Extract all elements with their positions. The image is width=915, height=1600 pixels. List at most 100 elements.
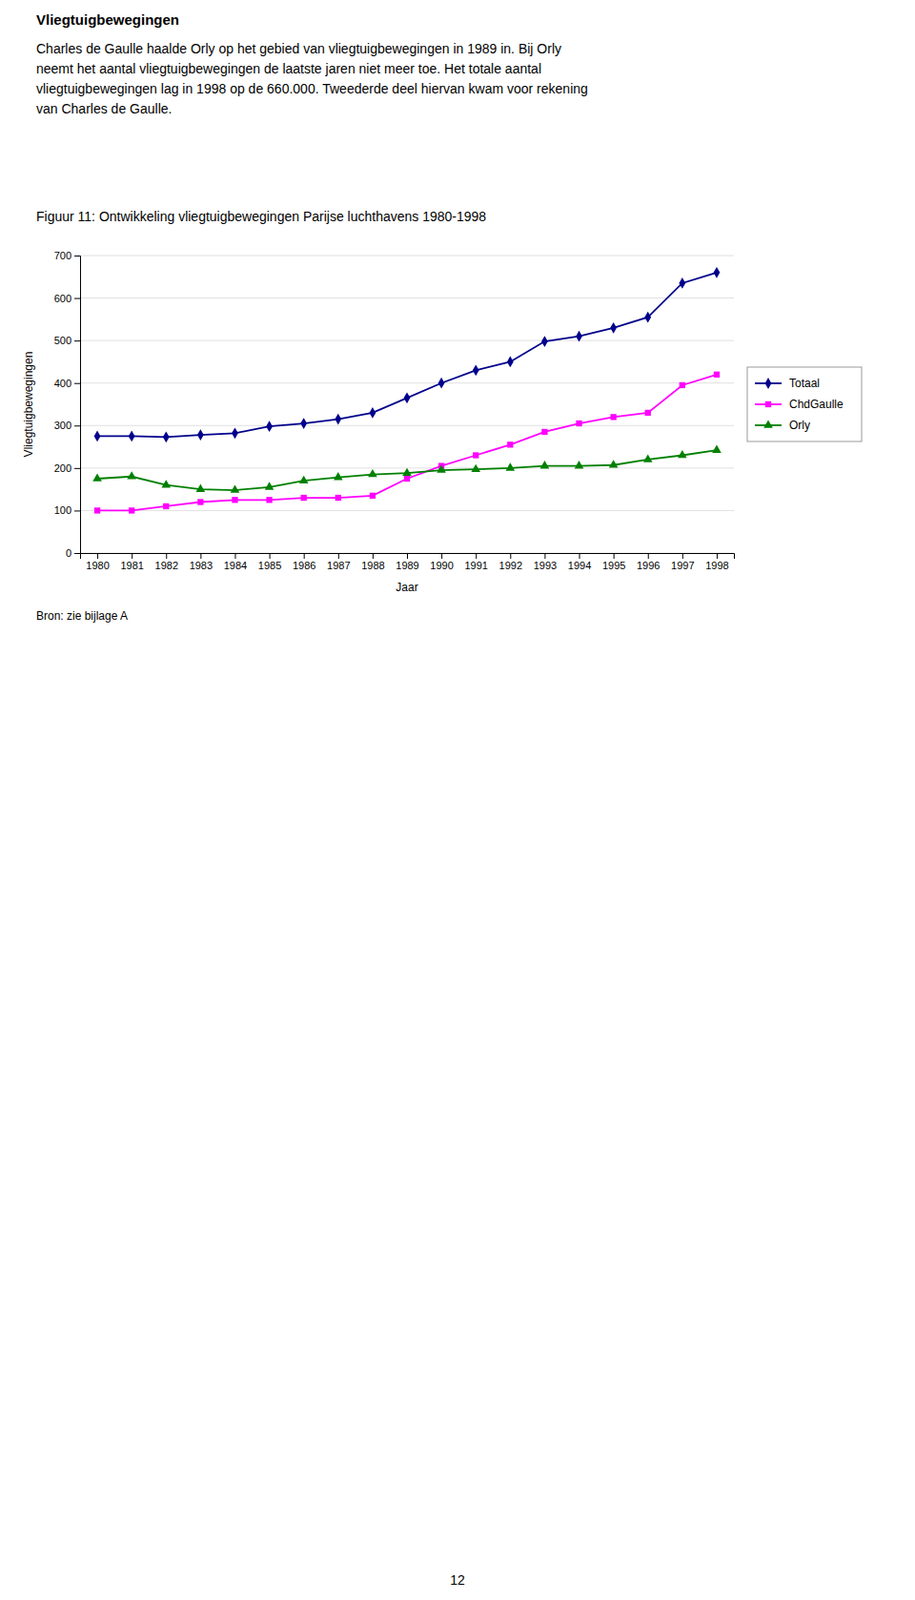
grid-line: [80, 509, 734, 511]
x-tick-mark: [648, 552, 650, 559]
grid-line: [80, 382, 734, 384]
x-tick-mark: [613, 552, 615, 559]
x-tick: 1980: [85, 552, 109, 571]
chart: 1980 1981 1982 1983 1984 1985 1986 1987 1988 1989…: [21, 249, 862, 594]
x-tick-label: 1990: [429, 559, 453, 571]
x-tick: 1992: [499, 552, 523, 571]
grid-line: [80, 340, 734, 342]
series-line: [97, 374, 717, 511]
body-line: Charles de Gaulle haalde Orly op het geb…: [36, 40, 562, 57]
marker: [128, 507, 135, 513]
y-tick-mark: [74, 340, 81, 342]
legend-label: Orly: [789, 418, 811, 432]
legend-marker: [765, 401, 772, 407]
x-tick-mark: [131, 552, 133, 559]
marker: [265, 496, 272, 503]
marker: [264, 481, 275, 489]
marker: [507, 356, 514, 368]
y-tick-mark: [74, 552, 81, 554]
x-tick-mark: [269, 552, 271, 559]
legend-entry: Totaal: [754, 376, 820, 390]
chart-title: Figuur 11: Ontwikkeling vliegtuigbewegin…: [36, 208, 487, 224]
marker: [678, 277, 686, 289]
x-tick: 1994: [568, 552, 591, 571]
page-svg: Vliegtuigbewegingen Charles de Gaulle haa…: [0, 0, 915, 1600]
x-tick-mark: [682, 552, 684, 559]
marker: [126, 470, 137, 479]
marker: [128, 430, 136, 443]
x-tick-label: 1980: [85, 559, 109, 571]
x-tick-mark: [372, 552, 374, 559]
marker: [472, 451, 479, 458]
marker: [644, 311, 651, 324]
x-tick-mark: [304, 552, 305, 559]
marker: [507, 441, 513, 448]
x-tick-label: 1987: [326, 559, 350, 571]
x-tick: 1987: [326, 552, 350, 571]
y-tick-mark: [74, 255, 81, 257]
plot-area: [92, 266, 722, 514]
marker: [645, 409, 651, 416]
page-number: 12: [449, 1571, 466, 1587]
series-line: [97, 449, 717, 490]
marker: [404, 391, 411, 404]
page: Vliegtuigbewegingen Charles de Gaulle haa…: [0, 0, 915, 1600]
x-tick-mark: [441, 552, 443, 559]
marker: [367, 468, 378, 477]
x-tick-label: 1986: [292, 559, 316, 571]
marker: [368, 406, 376, 419]
marker: [230, 484, 241, 492]
x-tick-mark: [509, 552, 511, 559]
series-line: [97, 272, 717, 437]
x-tick-mark: [406, 552, 408, 559]
x-tick: 1990: [429, 552, 453, 571]
grid-line: [80, 255, 734, 257]
y-tick: 200: [54, 462, 81, 474]
y-tick-label: 700: [54, 249, 72, 262]
y-tick-label: 400: [54, 377, 72, 389]
x-tick-mark: [200, 552, 202, 559]
marker: [610, 322, 617, 334]
x-tick: 1982: [155, 552, 179, 571]
marker: [300, 417, 307, 429]
x-tick-label: 1994: [568, 559, 591, 571]
x-tick: 1983: [189, 552, 213, 571]
marker: [574, 460, 585, 468]
legend-label: Totaal: [789, 376, 820, 390]
marker: [470, 464, 481, 472]
y-tick-label: 200: [54, 462, 72, 474]
marker: [265, 420, 273, 432]
x-tick-label: 1984: [223, 559, 247, 571]
x-tick: 1991: [464, 552, 488, 571]
x-tick-mark: [544, 552, 546, 559]
y-axis-title: Vliegtuigbewegingen: [21, 351, 36, 458]
y-tick: 0: [65, 547, 81, 559]
x-tick: 1988: [361, 552, 385, 571]
marker: [162, 503, 169, 509]
y-tick: 400: [54, 377, 81, 389]
marker: [333, 471, 344, 480]
footer: Bron: zie bijlage A: [36, 609, 128, 623]
marker: [610, 413, 616, 420]
x-tick-label: 1989: [395, 559, 419, 571]
legend-marker: [765, 377, 773, 389]
x-tick-label: 1997: [671, 559, 694, 571]
marker: [713, 371, 720, 378]
x-tick-mark: [716, 552, 718, 559]
grid: [80, 255, 734, 553]
x-axis-title: Jaar: [395, 580, 418, 594]
x-tick: 1981: [120, 552, 143, 571]
marker: [438, 377, 446, 389]
x-tick: 1985: [258, 552, 282, 571]
y-axis: 0100200300400500600700: [54, 249, 82, 559]
y-tick-label: 500: [54, 334, 72, 346]
x-axis-line: [81, 553, 735, 560]
marker: [162, 430, 170, 443]
marker: [197, 498, 204, 505]
y-tick-mark: [74, 467, 81, 469]
marker: [299, 475, 309, 484]
x-tick-label: 1992: [499, 559, 523, 571]
legend-label: ChdGaulle: [789, 397, 844, 411]
legend-frame: [747, 366, 862, 442]
marker: [335, 494, 342, 501]
